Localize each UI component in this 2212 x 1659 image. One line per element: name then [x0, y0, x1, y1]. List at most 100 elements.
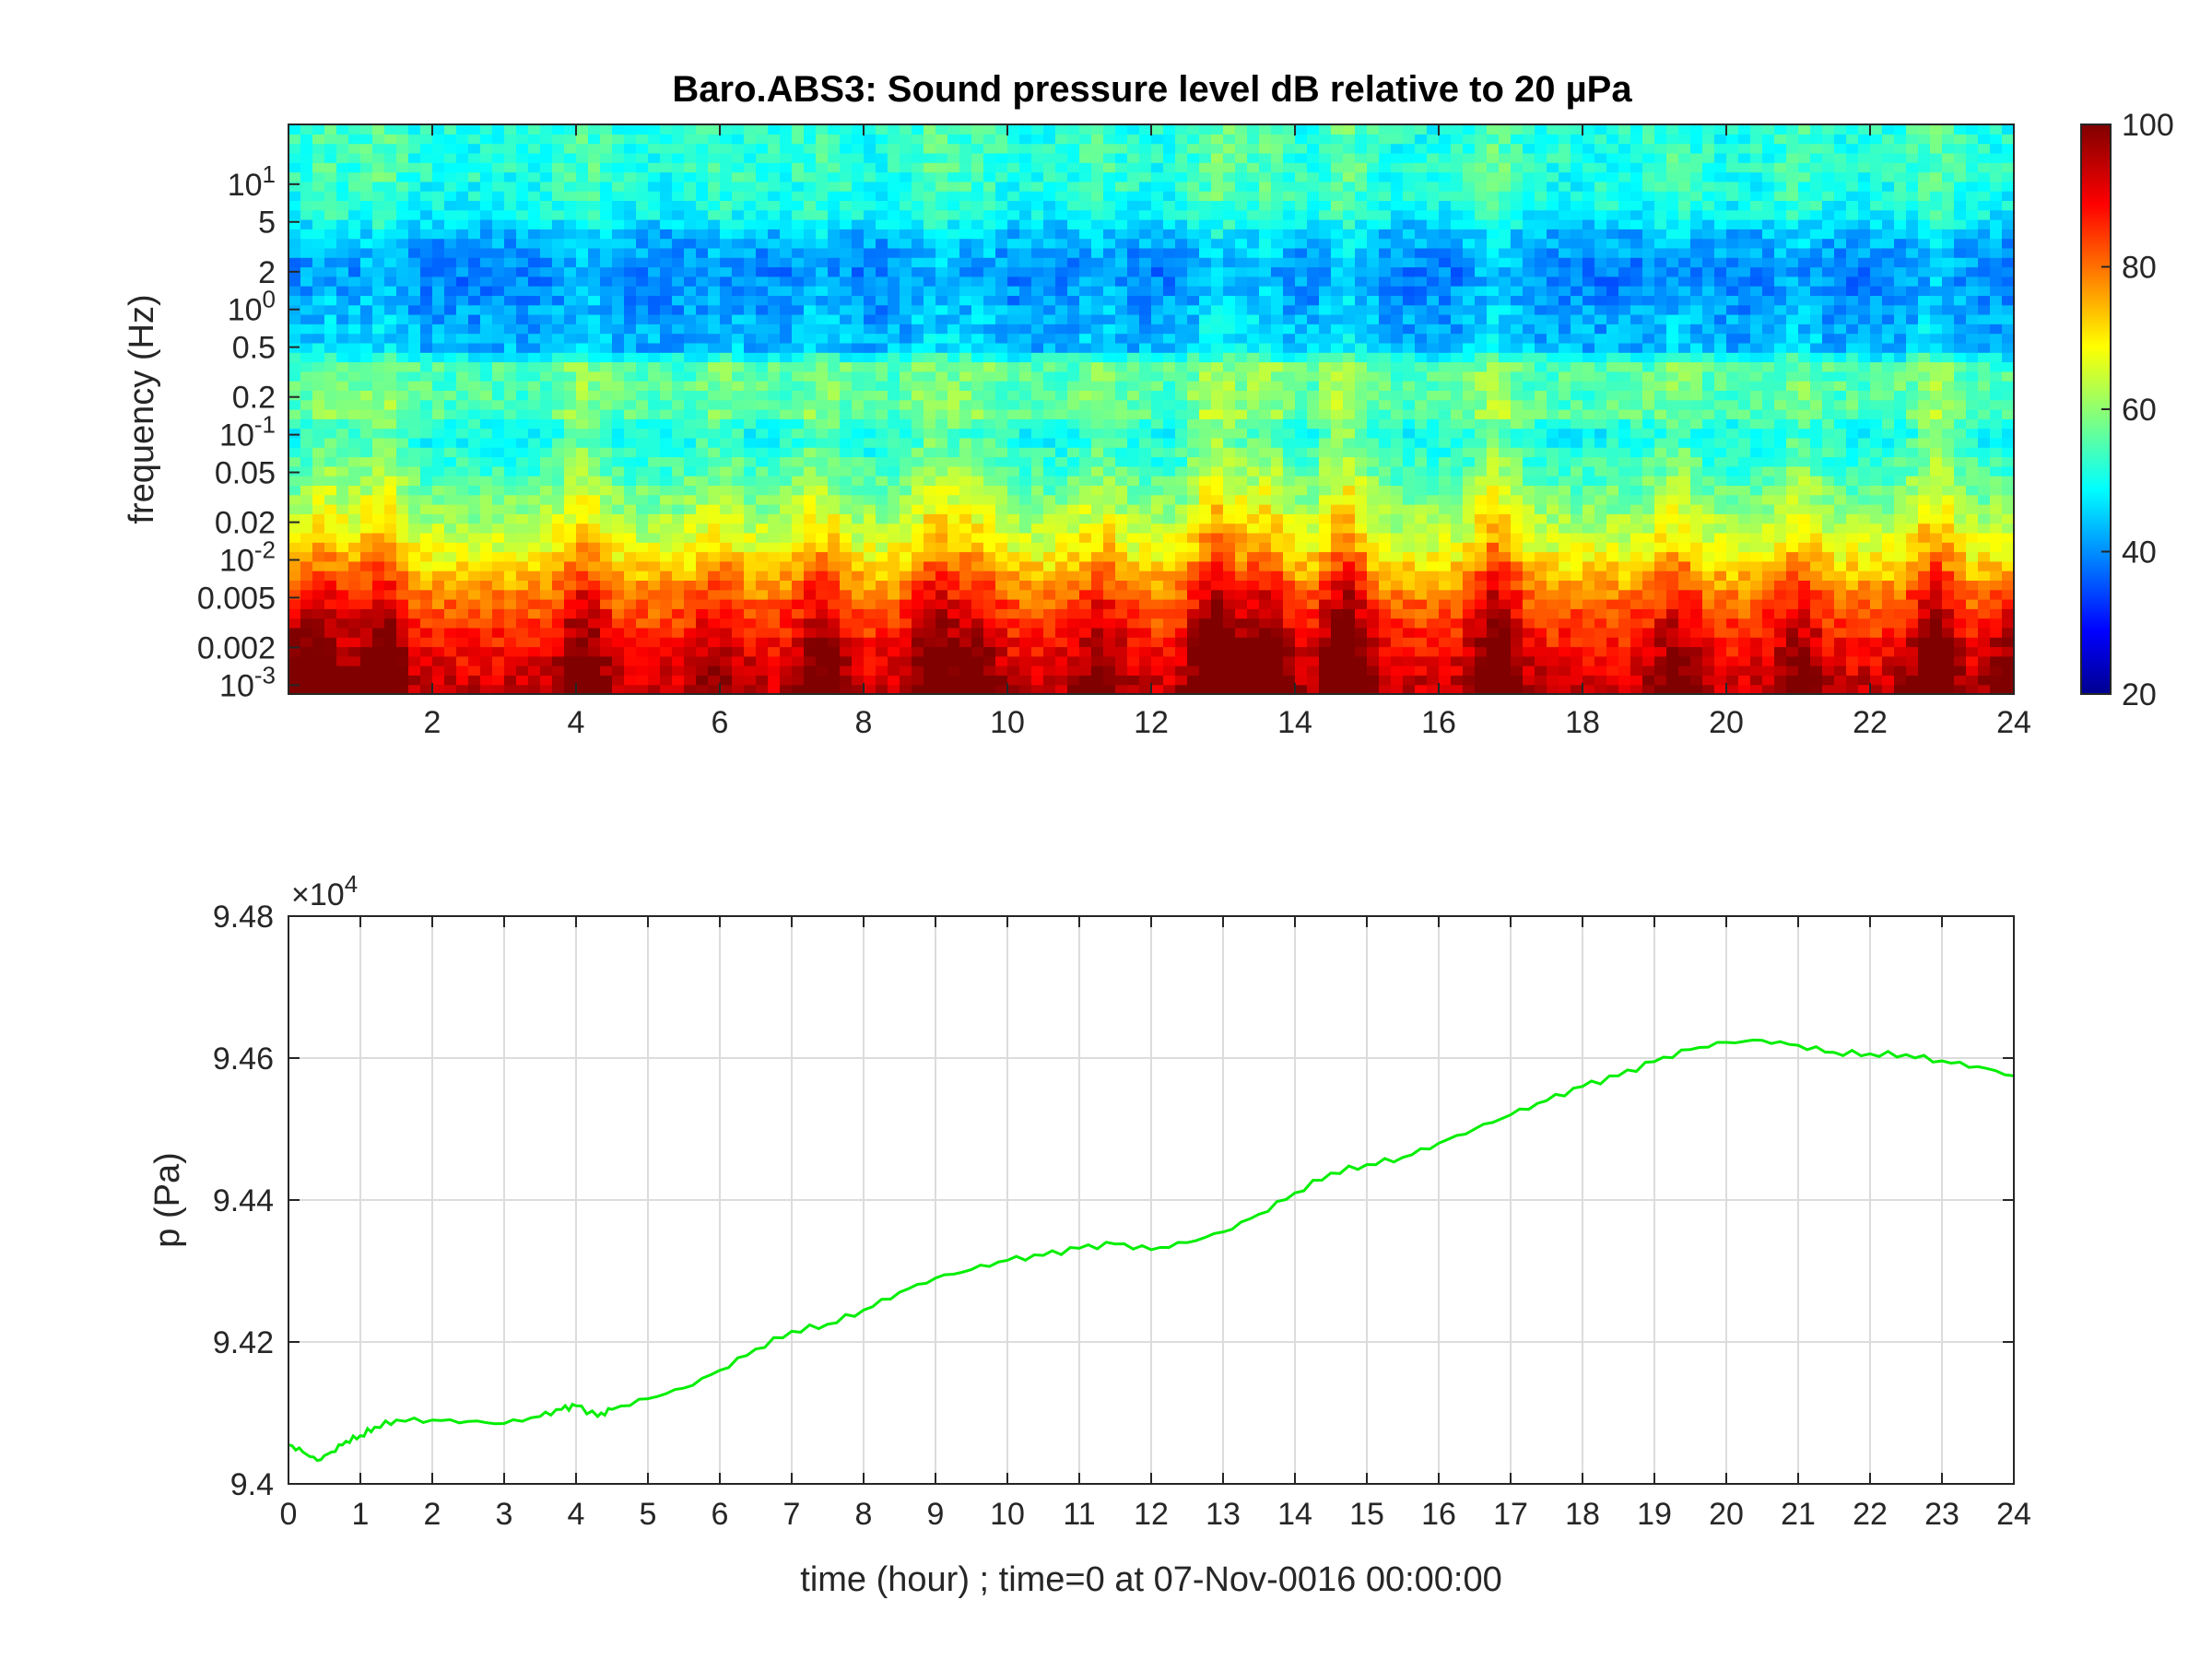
spectrogram-cell: [336, 257, 349, 268]
spectrogram-cell: [1175, 200, 1188, 211]
spectrogram-cell: [780, 456, 793, 467]
spectrogram-cell: [516, 465, 529, 477]
spectrogram-cell: [1043, 181, 1056, 192]
spectrogram-cell: [900, 191, 912, 201]
spectrogram-cell: [660, 247, 673, 258]
spectrogram-cell: [1139, 162, 1152, 173]
spectrogram-cell: [1211, 675, 1224, 686]
spectrogram-cell: [708, 655, 721, 666]
spectrogram-cell: [708, 399, 721, 410]
spectrogram-cell: [828, 361, 841, 372]
spectrogram-cell: [1127, 542, 1140, 553]
spectrogram-cell: [1259, 371, 1272, 382]
spectrogram-cell: [720, 352, 733, 363]
spectrogram-cell: [1103, 437, 1116, 448]
spectrogram-cell: [408, 551, 421, 562]
spectrogram-cell: [528, 238, 541, 249]
spectrogram-cell: [624, 314, 637, 324]
spectrogram-cell: [816, 324, 829, 335]
spectrogram-cell: [696, 456, 709, 467]
spectrogram-cell: [1067, 608, 1080, 619]
spectrogram-cell: [1235, 191, 1248, 201]
spectrogram-cell: [1007, 655, 1020, 666]
spectrogram-cell: [756, 266, 769, 277]
spectrogram-cell: [480, 476, 493, 486]
spectrogram-cell: [912, 371, 924, 382]
spectrogram-cell: [1031, 618, 1044, 629]
spectrogram-cell: [840, 266, 853, 277]
spectrogram-cell: [576, 257, 589, 268]
spectrogram-cell: [576, 476, 589, 486]
spectrogram-cell: [348, 655, 361, 666]
spectrogram-cell: [1211, 304, 1224, 315]
spectrogram-cell: [1055, 513, 1068, 524]
spectrogram-cell: [564, 637, 577, 648]
spectrogram-cell: [1175, 684, 1188, 695]
spectrogram-cell: [1175, 447, 1188, 458]
spectrogram-cell: [912, 618, 924, 629]
spectrogram-cell: [1115, 143, 1128, 154]
spectrogram-cell: [1259, 428, 1272, 439]
spectrogram-cell: [528, 342, 541, 353]
spectrogram-cell: [288, 485, 301, 496]
spectrogram-cell: [1175, 465, 1188, 477]
spectrogram-cell: [1235, 266, 1248, 277]
spectrogram-cell: [1043, 314, 1056, 324]
spectrogram-cell: [852, 599, 865, 609]
spectrogram-cell: [1259, 618, 1272, 629]
spectrogram-cell: [744, 523, 757, 534]
spectrogram-cell: [1199, 390, 1212, 401]
spectrogram-cell: [372, 675, 385, 686]
spectrogram-cell: [732, 655, 745, 666]
spectrogram-cell: [864, 589, 877, 600]
spectrogram-cell: [1079, 465, 1092, 477]
spectrogram-cell: [1115, 229, 1128, 240]
spectrogram-cell: [492, 599, 505, 609]
spectrogram-cell: [432, 390, 445, 401]
spectrogram-cell: [804, 333, 817, 344]
spectrogram-cell: [300, 494, 313, 505]
spectrogram-cell: [516, 276, 529, 287]
spectrogram-cell: [1187, 665, 1200, 676]
spectrogram-cell: [935, 342, 948, 353]
spectrogram-cell: [804, 428, 817, 439]
spectrogram-cell: [780, 428, 793, 439]
spectrogram-cell: [576, 352, 589, 363]
spectrogram-cell: [888, 675, 900, 686]
spectrogram-cell: [720, 599, 733, 609]
spectrogram-cell: [516, 655, 529, 666]
spectrogram-cell: [552, 342, 565, 353]
spectrogram-cell: [959, 171, 972, 182]
spectrogram-cell: [288, 276, 301, 287]
spectrogram-cell: [1103, 191, 1116, 201]
spectrogram-cell: [1007, 209, 1020, 220]
spectrogram-cell: [384, 523, 397, 534]
spectrogram-cell: [384, 219, 397, 229]
spectrogram-cell: [828, 608, 841, 619]
spectrogram-cell: [612, 134, 625, 145]
spectrogram-cell: [995, 238, 1008, 249]
spectrogram-cell: [1175, 608, 1188, 619]
spectrogram-cell: [540, 551, 553, 562]
spectrogram-cell: [1247, 304, 1260, 315]
spectrogram-cell: [408, 494, 421, 505]
spectrogram-cell: [1091, 124, 1104, 135]
spectrogram-cell: [672, 599, 685, 609]
spectrogram-cell: [744, 257, 757, 268]
spectrogram-cell: [959, 314, 972, 324]
spectrogram-cell: [1103, 542, 1116, 553]
spectrogram-cell: [1007, 162, 1020, 173]
spectrogram-cell: [840, 276, 853, 287]
spectrogram-cell: [1235, 655, 1248, 666]
spectrogram-cell: [816, 371, 829, 382]
spectrogram-cell: [300, 162, 313, 173]
spectrogram-cell: [708, 646, 721, 657]
spectrogram-cell: [432, 247, 445, 258]
spectrogram-cell: [900, 200, 912, 211]
spectrogram-cell: [300, 134, 313, 145]
spectrogram-cell: [324, 551, 337, 562]
spectrogram-cell: [1019, 162, 1032, 173]
spectrogram-cell: [348, 352, 361, 363]
spectrogram-cell: [924, 637, 936, 648]
spectrogram-cell: [1139, 134, 1152, 145]
